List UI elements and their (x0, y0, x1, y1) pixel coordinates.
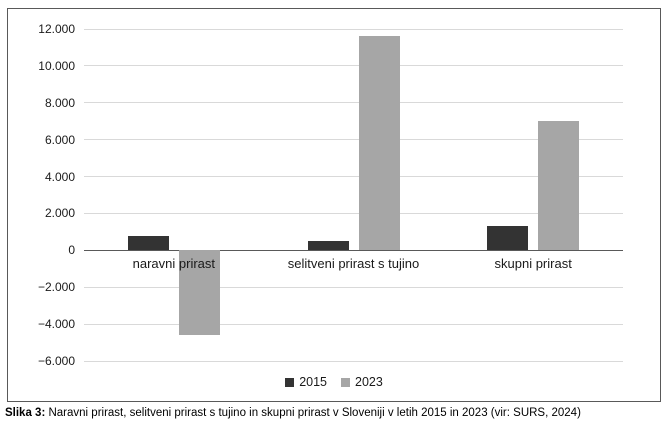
y-gridline (84, 360, 623, 362)
y-tick-label: −6.000 (37, 354, 75, 368)
legend-label: 2023 (355, 375, 383, 389)
y-tick-label: 0 (68, 243, 75, 258)
y-tick-label: 2.000 (44, 206, 75, 221)
y-tick-label: 8.000 (44, 95, 75, 110)
figure-caption: Slika 3: Naravni prirast, selitveni prir… (5, 407, 665, 419)
y-gridline (84, 65, 623, 67)
figure-caption-label: Slika 3: (5, 407, 46, 419)
x-category-label: naravni prirast (132, 256, 216, 272)
chart-legend: 2015 2023 (8, 375, 660, 389)
bar-2023-selitveni-prirast-s-tujino (358, 36, 400, 251)
y-tick-label: 6.000 (44, 132, 75, 147)
y-gridline (84, 28, 623, 30)
y-gridline (84, 323, 623, 325)
legend-label: 2015 (299, 375, 327, 389)
y-gridline (84, 102, 623, 104)
legend-item-2023: 2023 (341, 375, 383, 389)
bar-2015-naravni-prirast (127, 235, 169, 251)
legend-item-2015: 2015 (285, 375, 327, 389)
y-gridline (84, 176, 623, 178)
x-category-label: skupni prirast (494, 256, 572, 272)
y-gridline (84, 212, 623, 214)
legend-swatch-icon (341, 377, 350, 387)
y-tick-label: 12.000 (38, 22, 75, 36)
x-axis-line (84, 249, 623, 252)
figure-caption-text: Naravni prirast, selitveni prirast s tuj… (45, 407, 581, 419)
y-gridline (84, 286, 623, 288)
y-tick-label: −2.000 (37, 280, 75, 295)
y-tick-label: 10.000 (38, 58, 75, 73)
legend-swatch-icon (285, 377, 295, 387)
x-category-label: selitveni prirast s tujino (287, 256, 420, 272)
bar-2023-skupni-prirast (538, 121, 580, 251)
chart-figure: 2015 2023 12.000 10.000 8.000 6.000 4.000 2.00… (7, 8, 661, 402)
y-gridline (84, 139, 623, 141)
y-tick-label: 4.000 (44, 169, 75, 184)
bar-2015-skupni-prirast (487, 226, 529, 251)
y-tick-label: −4.000 (37, 317, 75, 332)
bar-2015-selitveni-prirast-s-tujino (307, 241, 349, 251)
bar-2023-naravni-prirast (178, 250, 220, 336)
